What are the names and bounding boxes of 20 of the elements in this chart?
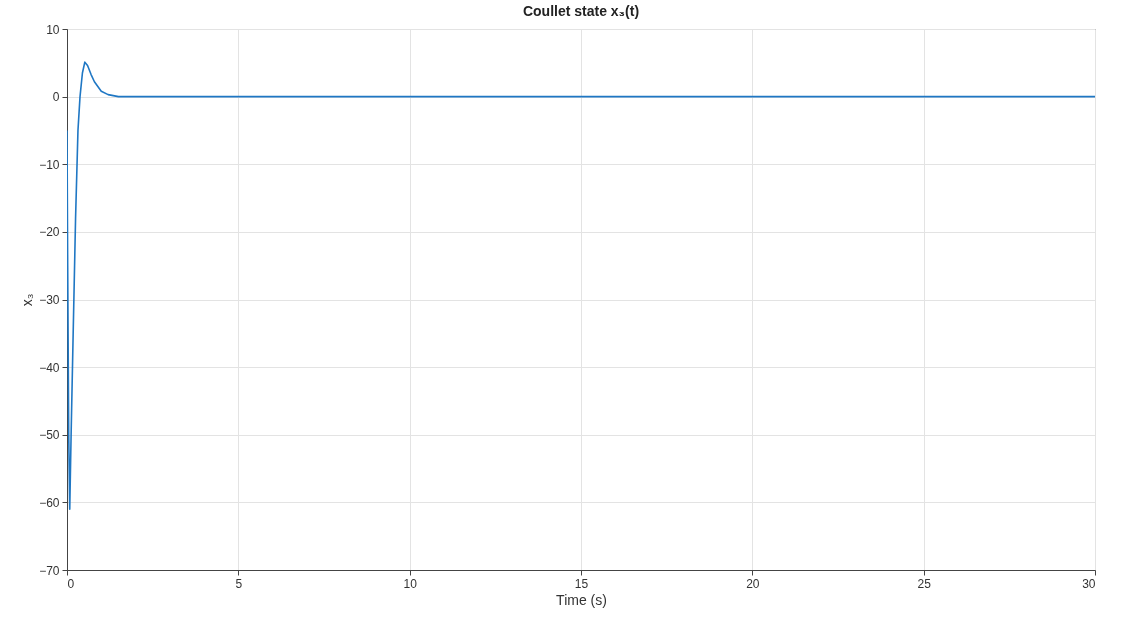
- x-tick-label: 20: [746, 576, 760, 591]
- x-tick-label: 0: [67, 576, 75, 591]
- y-tick-label: −30: [39, 293, 60, 307]
- x-tick-label: 25: [917, 576, 932, 591]
- x-tick-label: 10: [403, 576, 418, 591]
- chart-title: Coullet state x₃(t): [522, 3, 640, 19]
- line-series: [67, 61, 1095, 510]
- y-axis-title: x₃: [19, 293, 36, 307]
- y-tick-label: −70: [39, 563, 60, 578]
- y-tick-label: 0: [52, 90, 60, 105]
- x-tick-label: 5: [235, 576, 243, 591]
- x-axis-title: Time (s): [556, 591, 607, 608]
- y-tick-label: −10: [39, 157, 60, 172]
- y-tick-label: −40: [39, 360, 60, 375]
- x-tick-label: 15: [574, 576, 589, 591]
- y-tick-label: −50: [39, 428, 60, 443]
- y-tick-label: −20: [39, 225, 60, 240]
- x-tick-label: 30: [1082, 576, 1096, 591]
- y-tick-label: −60: [39, 495, 60, 510]
- y-tick-label: 10: [46, 22, 60, 37]
